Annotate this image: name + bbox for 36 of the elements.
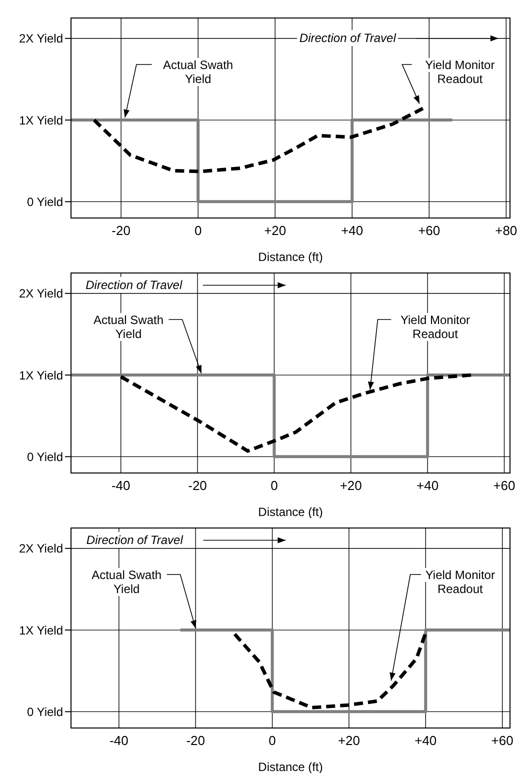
x-tick-label: +20 — [264, 223, 286, 238]
x-tick-label: -20 — [112, 223, 130, 238]
y-tick-label: 1X Yield — [18, 368, 63, 382]
x-tick-label: +60 — [491, 733, 514, 748]
y-tick-label: 2X Yield — [18, 286, 63, 301]
x-tick-label: -40 — [110, 733, 128, 748]
x-tick-label: 0 — [194, 223, 202, 238]
annotation: Direction of Travel — [84, 532, 185, 548]
y-tick-label: 0 Yield — [26, 704, 63, 719]
annotation: Direction of Travel — [297, 30, 398, 46]
x-tick-label: +40 — [416, 478, 439, 494]
x-tick-label: 0 — [268, 733, 276, 748]
text: Actual Swath Yield — [93, 312, 164, 341]
annotation: Direction of Travel — [84, 277, 184, 294]
x-tick-label: +60 — [418, 223, 440, 238]
x-tick-label: +80 — [495, 223, 518, 238]
y-tick-label: 2X Yield — [18, 542, 63, 556]
y-tick-label: 0 Yield — [26, 194, 63, 209]
text: Yield Monitor Readout — [425, 568, 495, 596]
y-tick-label: 1X Yield — [18, 113, 63, 128]
y-tick-label: 0 Yield — [26, 450, 63, 464]
text: Actual Swath Yield — [92, 568, 162, 596]
x-tick-label: 0 — [270, 478, 278, 494]
x-tick-label: +40 — [341, 223, 364, 238]
x-tick-label: -40 — [111, 478, 130, 494]
x-tick-label: +40 — [414, 733, 437, 748]
y-tick-label: 1X Yield — [18, 623, 63, 638]
text: Actual Swath Yield — [163, 58, 234, 86]
x-tick-label: -20 — [186, 733, 206, 748]
x-tick-label: -20 — [188, 478, 207, 494]
text: Yield Monitor Readout — [400, 312, 470, 341]
series-label: Yield Monitor Readout — [425, 58, 495, 86]
x-tick-label: +20 — [338, 733, 360, 748]
x-tick-label: +20 — [340, 478, 362, 494]
x-tick-label: +60 — [493, 478, 516, 494]
y-tick-label: 2X Yield — [18, 32, 63, 46]
